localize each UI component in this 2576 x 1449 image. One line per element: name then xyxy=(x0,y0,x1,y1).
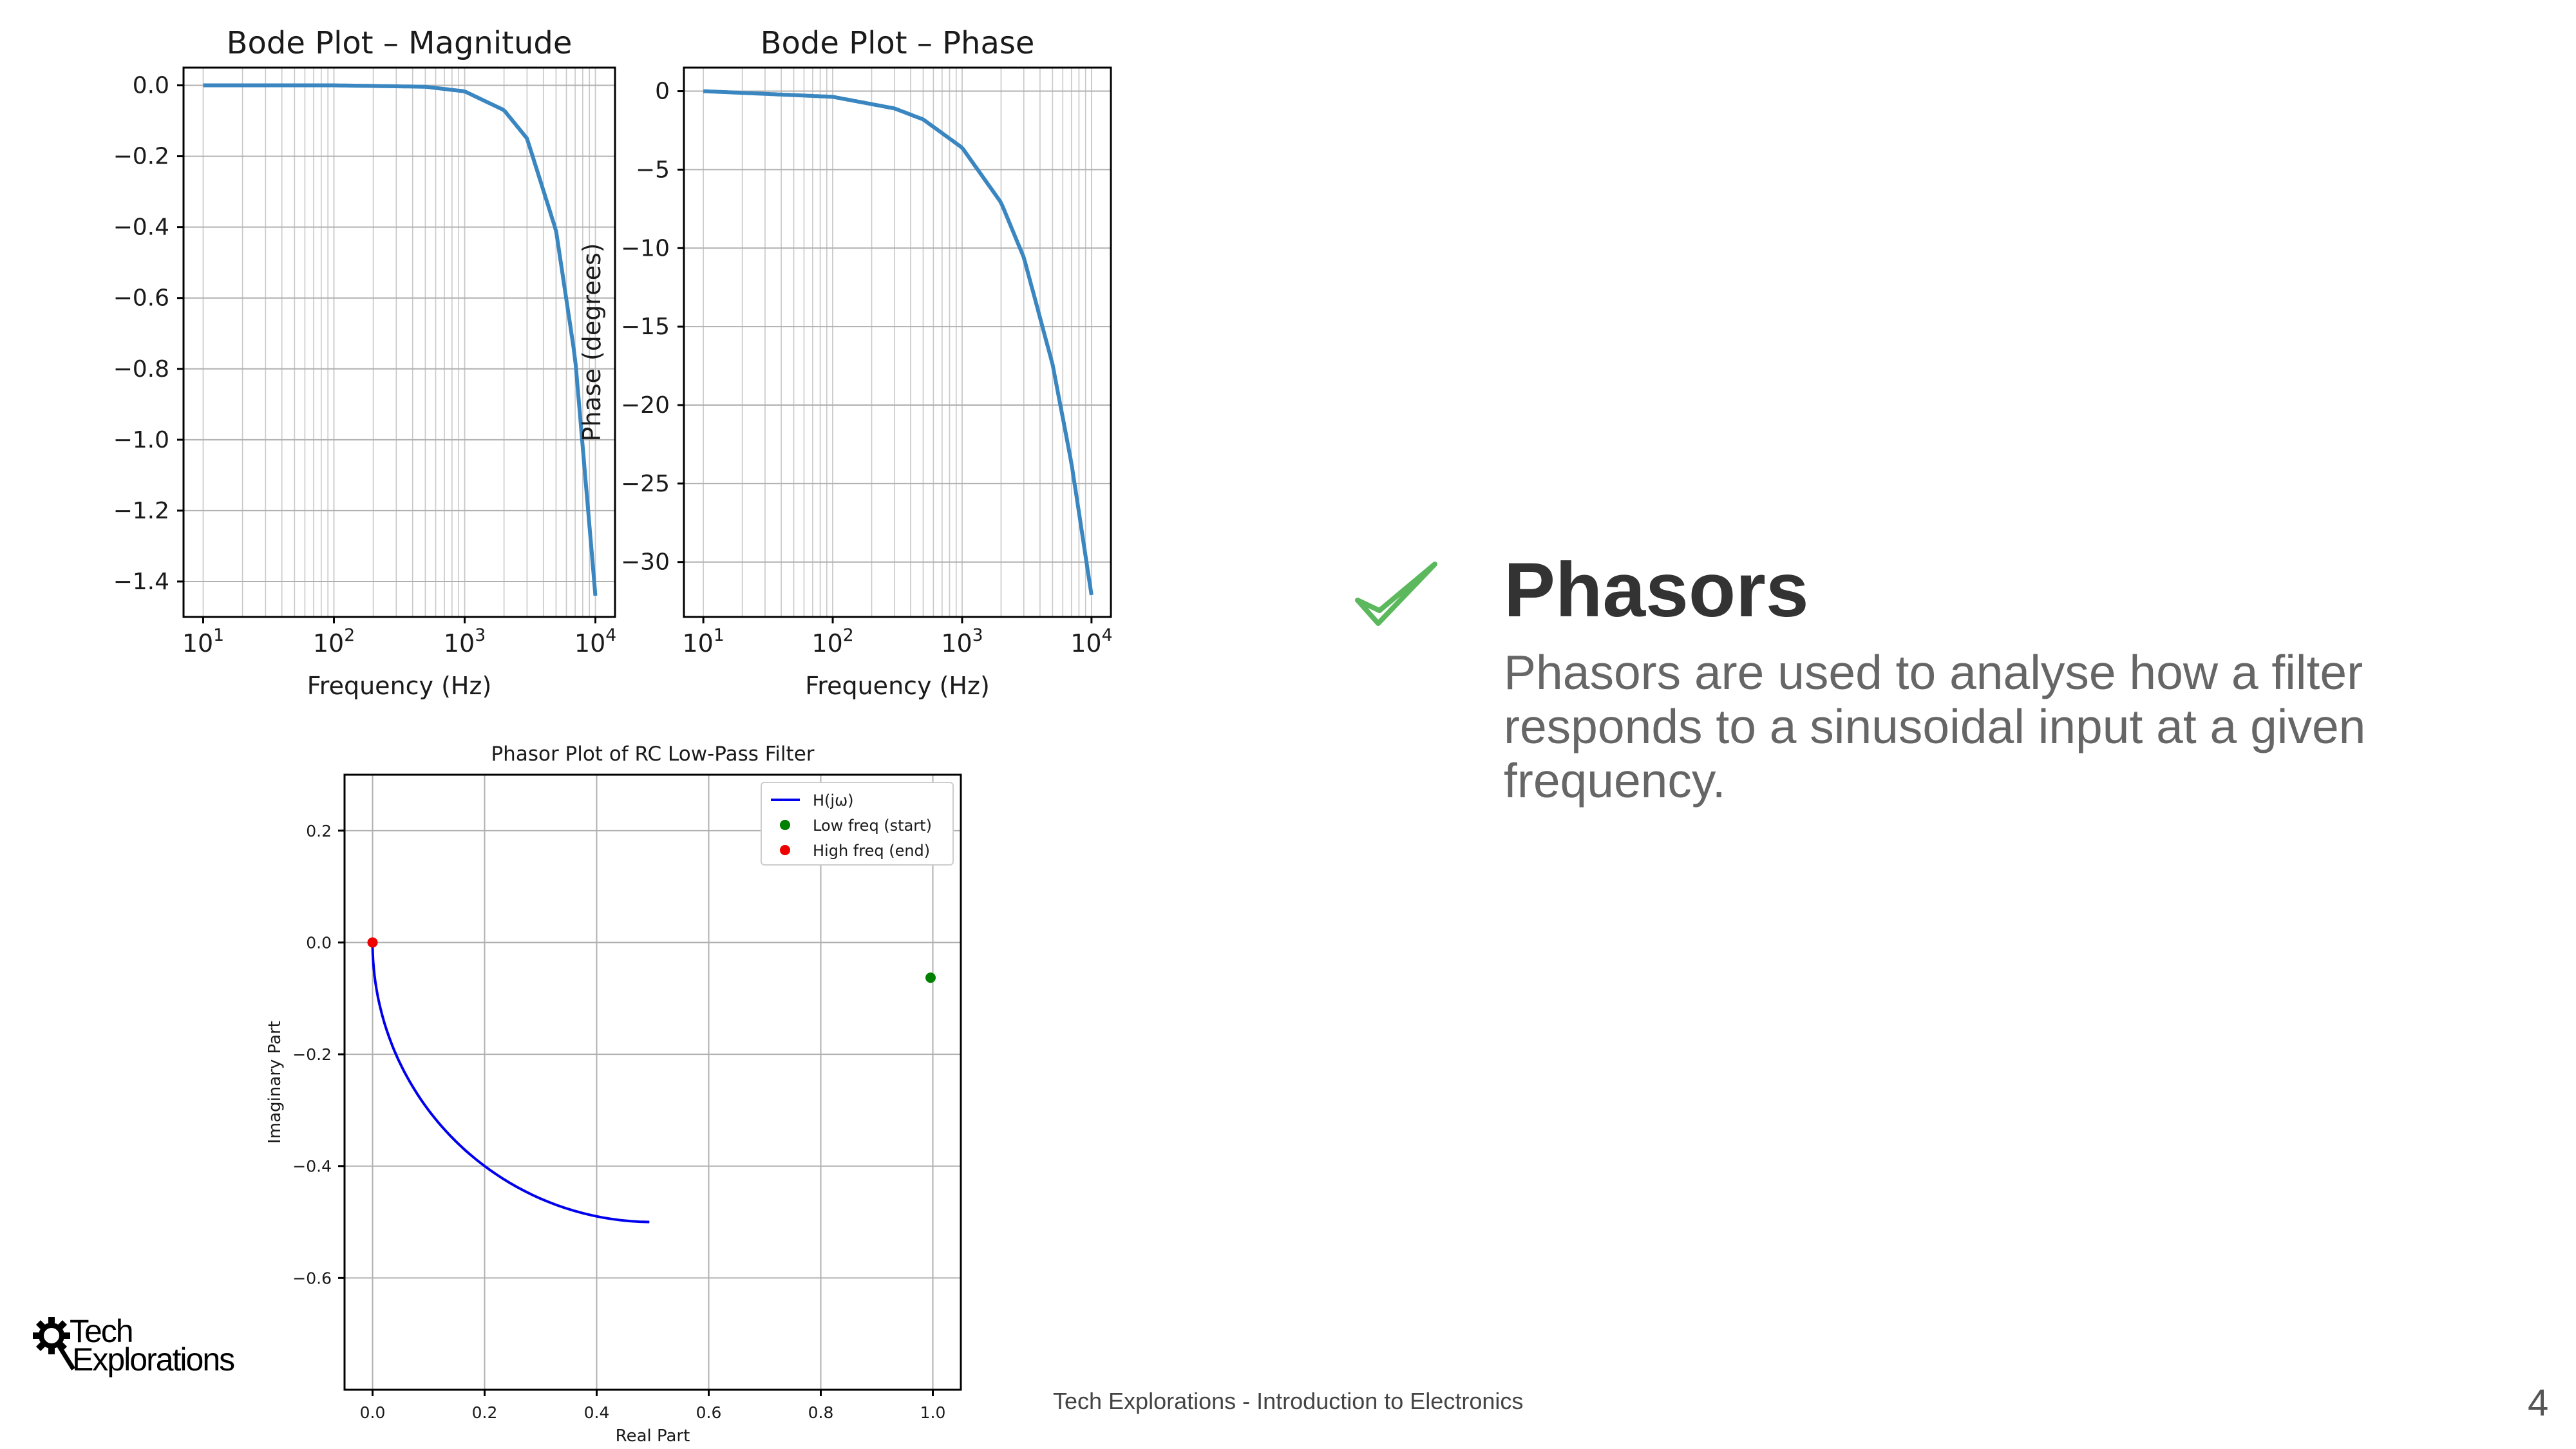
legend-marker-dot xyxy=(780,820,790,830)
y-tick-label: −0.4 xyxy=(292,1157,332,1176)
y-tick-label: 0.0 xyxy=(306,933,332,952)
plot-frame xyxy=(343,773,962,1391)
series-line-h-jw xyxy=(371,942,650,1224)
y-tick-label: −0.4 xyxy=(113,214,169,241)
legend-label: Low freq (start) xyxy=(813,817,932,835)
x-tick-label: 1.0 xyxy=(920,1403,946,1422)
point-high-freq xyxy=(367,937,378,948)
x-tick-label: 103 xyxy=(444,625,486,658)
y-tick-label: −25 xyxy=(621,471,670,497)
y-tick-label: −5 xyxy=(636,156,670,183)
x-tick-label: 102 xyxy=(313,625,355,658)
legend-label: H(jω) xyxy=(813,791,854,810)
y-tick-label: 0.2 xyxy=(306,822,332,840)
y-tick-label: 0 xyxy=(655,79,670,105)
phasor-plot-chart: 0.0 0.2 0.4 0.6 0.8 1.0 0.2 0.0 −0.2 −0.4 −0.6 Phas… xyxy=(265,743,962,1446)
x-tick-label: 104 xyxy=(574,625,616,658)
footer-text: Tech Explorations - Introduction to Elec… xyxy=(1053,1388,1524,1414)
x-tick-label: 0.2 xyxy=(472,1403,498,1422)
chart-title: Bode Plot – Magnitude xyxy=(227,25,573,61)
y-axis-label: Phase (degrees) xyxy=(578,243,606,441)
legend: H(jω) Low freq (start) High freq (end) xyxy=(761,782,954,866)
x-tick-label: 0.6 xyxy=(696,1403,722,1422)
slide-text-block: Phasors Phasors are used to analyse how … xyxy=(1504,547,2470,808)
x-tick-label: 0.4 xyxy=(584,1403,610,1422)
gear-icon xyxy=(33,1317,70,1354)
x-axis-label: Frequency (Hz) xyxy=(805,672,990,700)
logo-text-line2: Explorations xyxy=(72,1341,235,1378)
x-axis-label: Frequency (Hz) xyxy=(307,672,492,700)
y-tick-label: −15 xyxy=(621,314,670,340)
phasor-grid xyxy=(345,775,961,1390)
legend-box xyxy=(761,782,954,866)
chart-title: Phasor Plot of RC Low-Pass Filter xyxy=(491,743,814,766)
bode-phase-chart: 0 −5 −10 −15 −20 −25 −30 101 102 103 104 Bode Plot … xyxy=(578,25,1113,700)
y-tick-label: 0.0 xyxy=(133,73,169,99)
slide-body-text: Phasors are used to analyse how a filter… xyxy=(1504,645,2366,808)
series-line-phase xyxy=(703,89,1094,596)
major-grid xyxy=(684,90,1111,563)
tech-explorations-logo: Tech Explorations xyxy=(32,1314,264,1378)
x-tick-label: 104 xyxy=(1070,625,1112,658)
magnifier-handle-icon xyxy=(55,1341,75,1370)
minor-grid xyxy=(703,68,1092,617)
y-tick-label: −1.4 xyxy=(113,569,169,595)
y-tick-label: −0.2 xyxy=(292,1045,332,1064)
x-tick-label: 101 xyxy=(682,625,724,658)
y-tick-label: −0.6 xyxy=(113,285,169,312)
legend-marker-dot xyxy=(780,845,790,855)
legend-label: High freq (end) xyxy=(813,842,930,860)
y-tick-label: −20 xyxy=(621,392,670,419)
y-tick-label: −30 xyxy=(621,549,670,576)
bode-magnitude-chart: 0.0 −0.2 −0.4 −0.6 −0.8 −1.0 −1.2 −1.4 101 102 103… xyxy=(113,25,617,700)
logo-text-line1: Tech xyxy=(70,1313,134,1349)
plot-frame xyxy=(683,66,1112,618)
major-grid xyxy=(184,84,615,582)
x-tick-label: 101 xyxy=(182,625,224,658)
series-line-magnitude xyxy=(203,83,598,596)
y-tick-label: −0.6 xyxy=(292,1269,332,1287)
x-tick-label: 103 xyxy=(941,625,983,658)
chart-title: Bode Plot – Phase xyxy=(761,25,1035,61)
y-tick-label: −0.2 xyxy=(113,144,169,170)
y-axis-label: Imaginary Part xyxy=(265,1021,285,1144)
y-tick-label: −1.2 xyxy=(113,498,169,524)
y-tick-label: −10 xyxy=(621,235,670,261)
point-low-freq xyxy=(925,972,936,983)
x-tick-label: 0.0 xyxy=(360,1403,386,1422)
y-tick-label: −1.0 xyxy=(113,427,169,453)
slide-title: Phasors xyxy=(1504,547,1809,633)
checkmark-icon xyxy=(1355,562,1437,626)
page-number: 4 xyxy=(2528,1382,2549,1424)
plot-frame xyxy=(182,66,616,618)
x-axis-label: Real Part xyxy=(616,1426,690,1446)
y-tick-label: −0.8 xyxy=(113,356,169,383)
x-tick-label: 0.8 xyxy=(808,1403,834,1422)
x-tick-label: 102 xyxy=(811,625,853,658)
